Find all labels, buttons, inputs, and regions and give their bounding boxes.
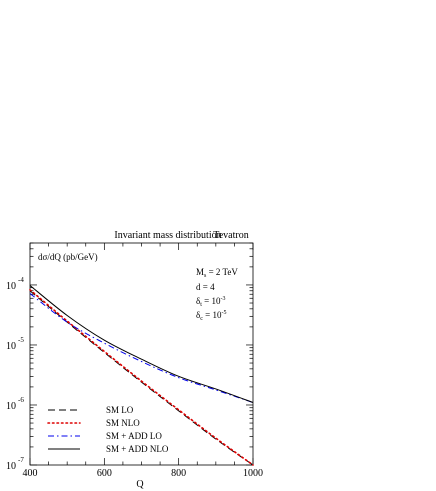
y-tick-exponent: -6: [18, 396, 24, 404]
chart-annotation: d = 4: [196, 282, 215, 292]
y-tick-label: 10: [6, 281, 16, 292]
series-line-3: [29, 293, 254, 403]
y-tick-exponent: -7: [18, 456, 24, 464]
legend-label: SM LO: [106, 405, 134, 415]
chart-annotation: δt = 10-3: [196, 296, 226, 308]
y-tick-label: 10: [6, 461, 16, 472]
x-tick-label: 800: [171, 468, 186, 479]
y-tick-exponent: -5: [18, 336, 24, 344]
y-tick-exponent: -4: [18, 276, 24, 284]
y-axis-label: dσ/dQ (pb/GeV): [38, 252, 98, 262]
y-tick-label: 10: [6, 401, 16, 412]
series-line-2: [29, 289, 254, 466]
series-line-4: [29, 285, 254, 403]
legend-label: SM + ADD LO: [106, 431, 162, 441]
x-tick-label: 1000: [243, 468, 263, 479]
x-tick-label: 400: [23, 468, 38, 479]
chart-title-right: Tevatron: [213, 230, 248, 241]
x-axis-label: Q: [136, 479, 144, 490]
x-tick-label: 600: [97, 468, 112, 479]
y-tick-label: 10: [6, 341, 16, 352]
chart-title: Invariant mass distribution: [114, 230, 221, 241]
legend-label: SM + ADD NLO: [106, 444, 169, 454]
legend-label: SM NLO: [106, 418, 140, 428]
chart-annotation: Ms = 2 TeV: [196, 267, 238, 279]
chart-annotation: δc = 10-5: [196, 310, 227, 322]
